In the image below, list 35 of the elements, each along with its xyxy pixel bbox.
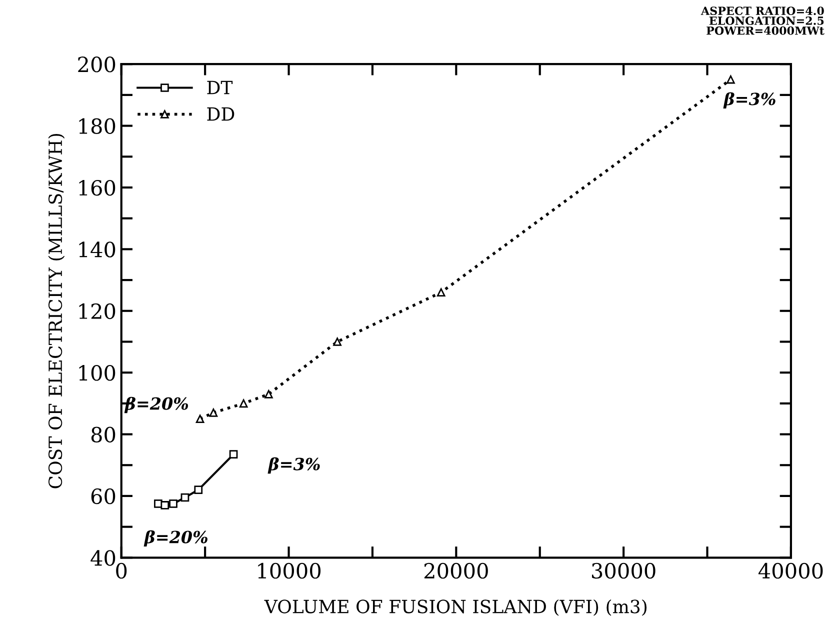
point <box>209 408 218 417</box>
y-tick-label: 200 <box>78 56 116 72</box>
annotation: β=3% <box>268 457 320 474</box>
x-tick-label: 40000 <box>758 562 823 579</box>
legend-label: DT <box>207 80 233 94</box>
x-tick-label: 0 <box>116 562 127 579</box>
point <box>194 486 203 494</box>
y-axis-title: COST OF ELECTRICITY (MILLS/KWH) <box>48 134 65 488</box>
y-tick-label: 100 <box>79 365 116 381</box>
annotation: β=20% <box>124 396 188 414</box>
annotation: β=3% <box>723 92 776 109</box>
point <box>264 390 273 398</box>
point <box>229 450 238 458</box>
legend-label: DD <box>207 107 234 121</box>
point <box>436 288 446 297</box>
x-axis-title: VOLUME OF FUSION ISLAND (VFI) (m3) <box>264 599 647 616</box>
point <box>239 399 248 408</box>
point <box>180 493 190 502</box>
point <box>160 501 170 510</box>
point <box>333 338 342 346</box>
y-tick-label: 80 <box>91 426 116 442</box>
y-tick-label: 160 <box>79 180 116 196</box>
y-tick-label: 40 <box>90 550 116 566</box>
y-tick-label: 120 <box>79 303 116 320</box>
y-tick-label: 140 <box>79 242 116 258</box>
y-tick-label: 180 <box>79 118 116 134</box>
x-tick-label: 30000 <box>592 562 656 579</box>
x-tick-label: 10000 <box>258 562 321 579</box>
point <box>726 75 735 84</box>
point <box>196 414 204 424</box>
x-tick-label: 20000 <box>424 562 488 579</box>
y-tick-label: 60 <box>91 488 116 504</box>
point <box>169 500 178 508</box>
text: ASPECT RATIO=4.0 ELONGATION=2.5 POWER=4000MWt <box>700 6 824 35</box>
annotation: β=20% <box>144 530 208 547</box>
